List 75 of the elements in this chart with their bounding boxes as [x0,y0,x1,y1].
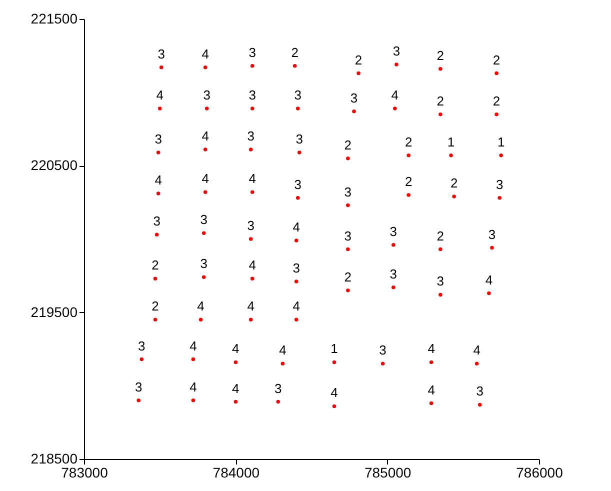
annotation: 2 [436,228,444,244]
annotation: 4 [247,298,254,314]
x-tick-label: 785000 [364,464,412,480]
annotation: 2 [450,175,458,190]
annotation: 3 [344,184,352,200]
y-tick-label: 220500 [30,157,78,174]
annotation: 3 [154,131,162,146]
annotation: 3 [134,379,142,394]
annotation: 4 [473,342,480,358]
annotation: 3 [153,214,160,229]
annotation: 3 [488,226,496,242]
annotation: 3 [294,87,302,102]
annotation: 3 [296,131,303,146]
annotation: 4 [292,219,300,234]
x-tick-label: 784000 [212,464,260,480]
annotation: 3 [200,212,208,228]
annotation: 1 [447,134,455,150]
annotation: 4 [154,172,162,188]
y-tick-label: 221500 [30,10,78,26]
annotation: 4 [292,298,300,314]
annotation: 3 [390,224,398,239]
annotation: 4 [428,382,435,398]
annotation: 2 [291,44,298,60]
annotation: 2 [404,134,412,150]
annotation: 3 [392,43,400,58]
annotation: 4 [391,87,399,102]
annotation: 3 [344,228,352,244]
annotation: 2 [492,93,500,108]
annotation: 2 [354,52,362,68]
annotation: 2 [344,269,352,284]
annotation: 4 [202,46,209,62]
annotation: 4 [202,171,209,186]
annotation: 3 [476,384,484,399]
annotation: 2 [344,137,352,152]
y-tick-label: 218500 [30,450,78,466]
annotation: 3 [138,338,146,354]
annotation: 3 [292,260,300,276]
annotation: 3 [200,256,208,272]
annotation: 1 [330,341,338,356]
annotation: 4 [485,272,493,288]
annotation: 4 [197,298,204,314]
annotation: 2 [152,298,159,314]
annotation: 3 [248,44,256,60]
annotation: 2 [404,174,412,189]
annotation: 3 [247,218,254,233]
annotation: 1 [497,134,505,150]
x-tick-label: 783000 [61,464,108,480]
annotation: 4 [190,379,197,394]
annotation: 3 [436,274,444,289]
annotation: 4 [330,385,338,400]
annotation: 3 [158,46,165,62]
annotation: 2 [436,48,444,63]
annotation: 3 [248,87,256,102]
annotation: 3 [390,266,398,282]
annotation: 3 [379,342,386,358]
annotation: 2 [436,93,444,108]
annotation: 4 [232,341,240,356]
annotation: 4 [279,342,286,358]
annotation: 3 [350,90,358,106]
annotation: 4 [428,341,435,356]
annotation: 4 [248,258,256,273]
annotation: 4 [190,338,197,354]
annotation: 3 [247,128,254,144]
annotation: 2 [152,258,159,273]
annotation: 4 [202,128,209,144]
annotation: 4 [232,380,240,396]
annotation: 4 [156,87,164,102]
annotation: 2 [492,52,500,68]
annotation: 3 [294,176,302,192]
annotation: 3 [274,380,282,396]
y-tick-label: 219500 [30,304,78,320]
annotation: 3 [203,87,210,102]
x-tick-label: 786000 [516,464,564,480]
annotation: 3 [496,176,504,192]
annotation: 4 [248,171,256,186]
